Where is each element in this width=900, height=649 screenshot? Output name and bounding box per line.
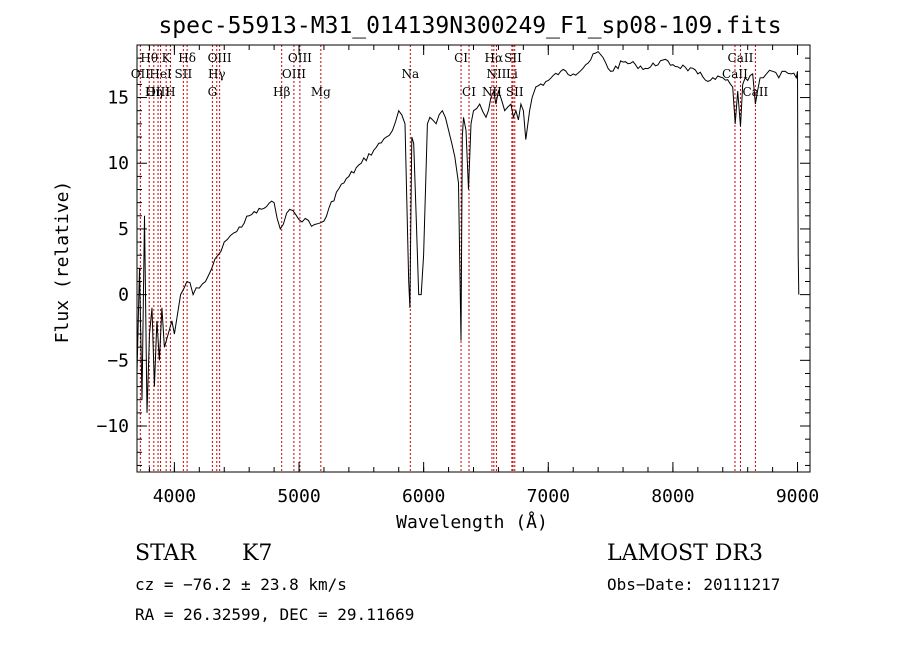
x-tick-label: 9000 <box>776 486 819 507</box>
y-tick-label: −10 <box>96 416 129 437</box>
marker-label: HeI <box>149 67 172 81</box>
survey-name: LAMOST DR3 <box>607 541 763 566</box>
marker-label: CI <box>462 85 476 99</box>
marker-label: SII <box>504 51 522 65</box>
spectrum-line <box>136 50 800 413</box>
marker-label: OIII <box>208 51 232 65</box>
marker-label: Hδ <box>178 51 196 65</box>
marker-label: SII <box>506 85 524 99</box>
object-subclass: K7 <box>242 541 272 566</box>
marker-label: Na <box>401 67 419 81</box>
object-class: STAR <box>135 541 197 566</box>
y-axis-label: Flux (relative) <box>52 181 73 344</box>
marker-label: Li <box>506 67 518 81</box>
marker-label: OII <box>131 67 151 81</box>
y-tick-label: 15 <box>107 88 129 109</box>
y-tick-label: −5 <box>107 350 129 371</box>
y-tick-label: 5 <box>118 219 129 240</box>
x-tick-label: 4000 <box>153 486 196 507</box>
x-tick-label: 6000 <box>402 486 445 507</box>
chart-title: spec-55913-M31_014139N300249_F1_sp08-109… <box>158 13 781 39</box>
coordinates: RA = 26.32599, DEC = 29.11669 <box>135 605 414 624</box>
marker-label: K <box>162 51 172 65</box>
plot-frame <box>136 44 811 473</box>
marker-label: Hη <box>145 85 163 99</box>
marker-label: OIII <box>288 51 312 65</box>
y-axis: −10 −5 0 5 10 15 <box>96 57 810 466</box>
marker-label: SII <box>175 67 193 81</box>
marker-label: CaII <box>722 67 748 81</box>
marker-label: H <box>165 85 175 99</box>
x-tick-label: 7000 <box>527 486 570 507</box>
obs-date: Obs−Date: 20111217 <box>607 575 780 594</box>
marker-label: CI <box>454 51 468 65</box>
marker-label: Hα <box>485 51 504 65</box>
line-marker-group <box>139 45 756 472</box>
marker-label: CaII <box>742 85 768 99</box>
marker-label: CaII <box>728 51 754 65</box>
x-axis-label: Wavelength (Å) <box>396 511 548 533</box>
y-tick-label: 0 <box>118 285 129 306</box>
redshift-value: cz = −76.2 ± 23.8 km/s <box>135 575 347 594</box>
marker-label: Hβ <box>273 85 290 99</box>
marker-label: G <box>208 85 218 99</box>
marker-label: Hγ <box>208 67 226 81</box>
x-axis: 4000 5000 6000 7000 8000 9000 <box>148 45 819 507</box>
marker-label: Mg <box>311 85 331 99</box>
x-tick-label: 8000 <box>651 486 694 507</box>
marker-label: OIII <box>146 85 170 99</box>
marker-label: NII <box>486 67 506 81</box>
marker-label: OIII <box>282 67 306 81</box>
y-tick-label: 10 <box>107 153 129 174</box>
marker-label: Hθ <box>140 51 158 65</box>
x-tick-label: 5000 <box>277 486 320 507</box>
